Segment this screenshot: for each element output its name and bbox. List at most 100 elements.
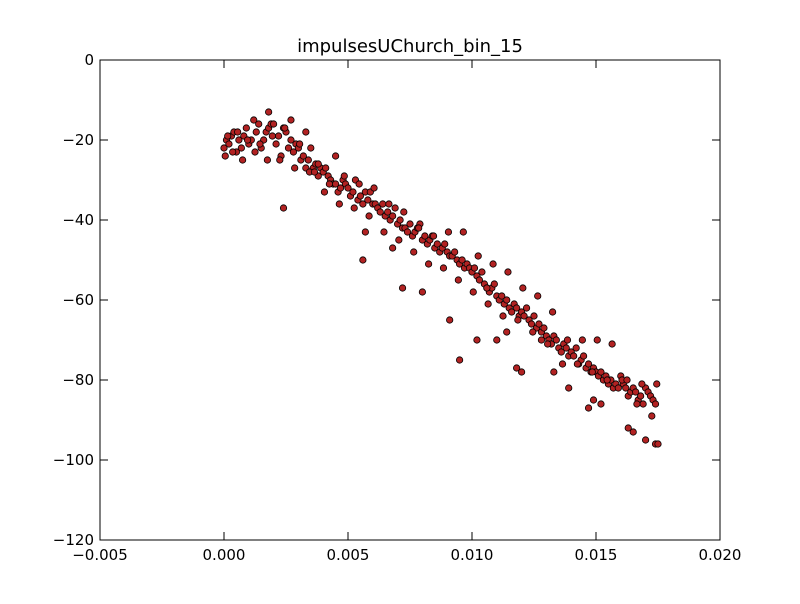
scatter-point [469, 288, 477, 296]
scatter-point [234, 128, 242, 136]
scatter-point [597, 368, 605, 376]
scatter-point [229, 148, 237, 156]
scatter-point [287, 136, 295, 144]
scatter-point [593, 336, 601, 344]
scatter-point [454, 276, 462, 284]
scatter-point [503, 296, 511, 304]
x-tick-label: 0.000 [203, 546, 246, 564]
scatter-point [331, 152, 340, 160]
scatter-point [444, 228, 453, 236]
scatter-point [355, 180, 363, 188]
scatter-point [579, 352, 588, 360]
y-tick-label: −20 [62, 131, 94, 149]
scatter-point [550, 368, 558, 376]
scatter-point [608, 340, 616, 348]
scatter-point [403, 228, 412, 236]
scatter-point [629, 428, 637, 436]
scatter-point [396, 216, 404, 224]
scatter-point [421, 232, 429, 240]
scatter-point [552, 336, 560, 344]
scatter-point [252, 128, 260, 136]
scatter-point [225, 140, 233, 148]
scatter-point [458, 256, 466, 264]
scatter-point [395, 236, 403, 244]
scatter-point [648, 412, 656, 420]
axes-frame [99, 59, 721, 541]
scatter-point [336, 184, 345, 192]
scatter-point [344, 184, 352, 192]
chart-title: impulsesUChurch_bin_15 [297, 36, 523, 57]
scatter-point [276, 156, 284, 164]
scatter-point [243, 136, 252, 144]
scatter-point [562, 344, 570, 352]
x-tick-label: −0.005 [72, 546, 128, 564]
scatter-point [513, 364, 521, 372]
scatter-point [307, 144, 315, 152]
scatter-point [597, 400, 605, 408]
scatter-point [504, 268, 512, 276]
scatter-point [474, 252, 482, 260]
scatter-point [517, 368, 526, 376]
scatter-point [439, 264, 448, 272]
scatter-point [410, 248, 418, 256]
scatter-point [520, 312, 528, 320]
scatter-point [478, 268, 486, 276]
scatter-point [637, 392, 645, 400]
scatter-point [573, 360, 582, 368]
scatter-point [356, 192, 364, 200]
x-tick-label: 0.010 [451, 546, 494, 564]
scatter-point [287, 116, 295, 124]
scatter-point [498, 292, 506, 300]
scatter-point [614, 384, 622, 392]
scatter-point [589, 396, 598, 404]
scatter-point [385, 200, 393, 208]
scatter-point [548, 308, 557, 316]
scatter-point [406, 220, 414, 228]
scatter-point [557, 348, 565, 356]
scatter-point [570, 352, 578, 360]
scatter-point [350, 204, 358, 212]
scatter-point [483, 284, 491, 292]
scatter-point [379, 200, 387, 208]
scatter-point [544, 340, 552, 348]
scatter-point [221, 152, 229, 160]
scatter-point [584, 360, 593, 368]
scatter-point [641, 436, 650, 444]
scatter-point [322, 164, 330, 172]
scatter-point [588, 368, 596, 376]
scatter-point [513, 304, 521, 312]
scatter-point [534, 292, 542, 300]
scatter-point [220, 144, 228, 152]
scatter-point [274, 132, 283, 140]
scatter-point [441, 240, 449, 248]
scatter-point [263, 156, 271, 164]
scatter-point [389, 244, 397, 252]
scatter-point [530, 312, 538, 320]
scatter-point [391, 204, 399, 212]
scatter-point [424, 260, 433, 268]
scatter-point [361, 228, 369, 236]
scatter-point [224, 132, 232, 140]
scatter-point [490, 280, 498, 288]
scatter-point [429, 232, 438, 240]
scatter-point [558, 360, 567, 368]
scatter-point [349, 188, 357, 196]
scatter-point [638, 380, 646, 388]
x-tick-label: 0.020 [699, 546, 742, 564]
scatter-point [527, 320, 536, 328]
scatter-point [269, 120, 278, 128]
scatter-point [584, 404, 593, 412]
scatter-point [359, 200, 367, 208]
scatter-point [310, 168, 319, 176]
scatter-point [239, 156, 247, 164]
scatter-point [484, 300, 492, 308]
scatter-point [563, 336, 572, 344]
scatter-point [535, 320, 543, 328]
scatter-point [514, 316, 522, 324]
scatter-point [314, 160, 322, 168]
scatter-point [304, 156, 312, 164]
scatter-point [433, 240, 441, 248]
scatter-point [335, 200, 343, 208]
scatter-point [340, 172, 348, 180]
